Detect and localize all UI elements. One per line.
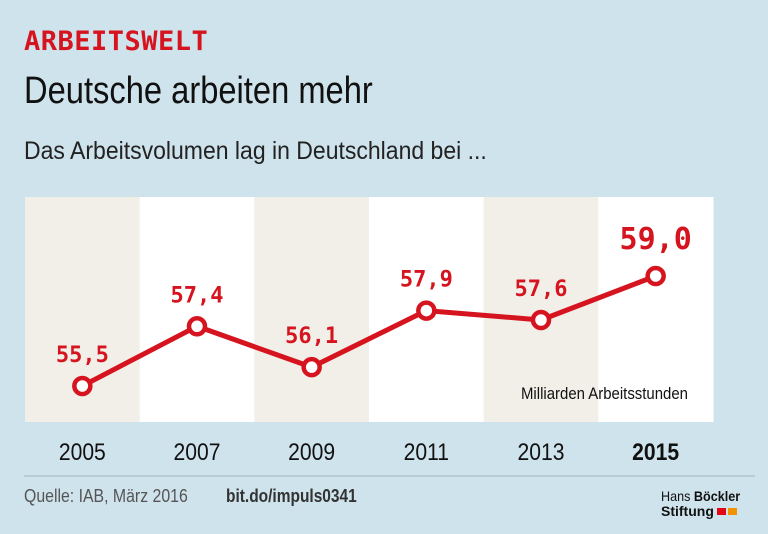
- series-line: [79, 273, 659, 389]
- x-tick-2005: 2005: [59, 439, 106, 466]
- brand-hans: Hans: [661, 488, 691, 504]
- x-tick-2011: 2011: [404, 439, 449, 466]
- column-band-2007: [139, 197, 255, 422]
- page-title: Deutsche arbeiten mehr: [24, 70, 373, 112]
- column-band-2009: [254, 197, 370, 422]
- data-point-2015: [645, 265, 666, 287]
- brand-logo: Hans Böckler Stiftung: [661, 489, 761, 519]
- data-point-2013: [530, 309, 552, 331]
- data-label-2007: 57,4: [171, 283, 224, 308]
- brand-bars-icon: [716, 508, 737, 515]
- column-band-2015: [598, 197, 714, 422]
- subtitle: Das Arbeitsvolumen lag in Deutschland be…: [24, 137, 487, 165]
- brand-boeckler: Böckler: [693, 488, 741, 504]
- data-point-2005: [72, 375, 93, 397]
- data-label-2011: 57,9: [400, 268, 453, 293]
- x-tick-2015: 2015: [632, 439, 679, 466]
- data-label-2005: 55,5: [56, 343, 109, 368]
- data-label-2013: 57,6: [515, 277, 568, 302]
- kicker: ARBEITSWELT: [24, 26, 209, 57]
- column-band-2013: [483, 197, 599, 422]
- x-tick-2007: 2007: [174, 439, 221, 466]
- data-point-2009: [301, 356, 322, 378]
- x-tick-2013: 2013: [518, 439, 565, 466]
- unit-annotation: Milliarden Arbeitsstunden: [521, 385, 688, 403]
- source-link[interactable]: bit.do/impuls0341: [226, 486, 357, 506]
- x-tick-2009: 2009: [288, 439, 335, 466]
- source-note: Quelle: IAB, März 2016: [24, 486, 188, 506]
- data-label-2015: 59,0: [620, 222, 692, 257]
- data-point-2011: [416, 300, 437, 321]
- data-point-2007: [186, 316, 208, 337]
- data-label-2009: 56,1: [285, 324, 338, 349]
- brand-stiftung: Stiftung: [661, 503, 714, 519]
